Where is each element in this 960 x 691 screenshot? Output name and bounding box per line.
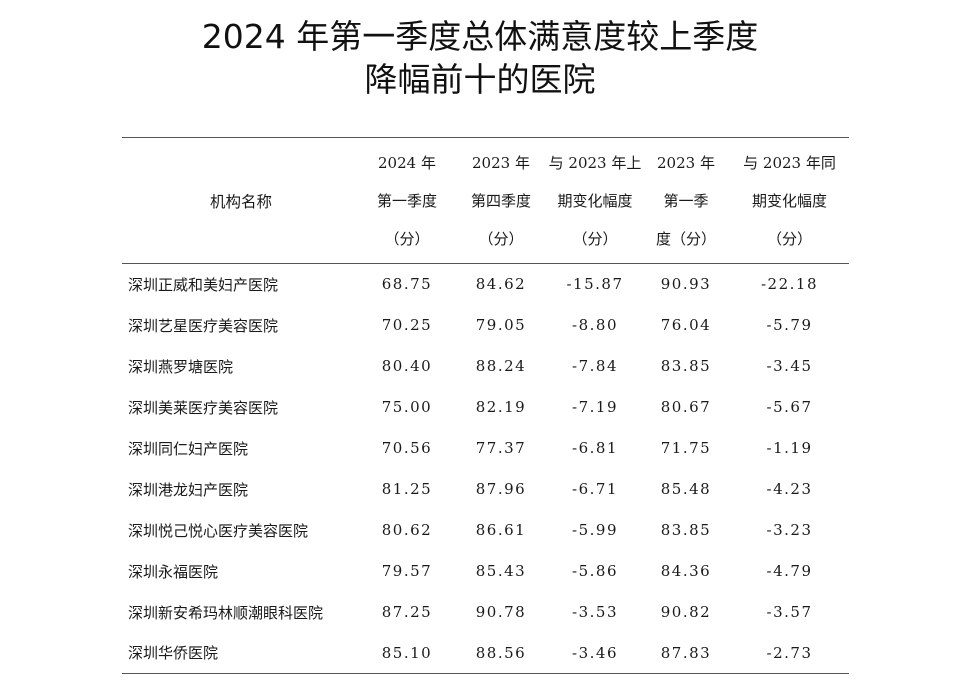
cell-q1-2023: 83.85 xyxy=(660,521,712,539)
header-q1-2023: 2023 年 第一季 度（分） xyxy=(642,138,730,264)
header-q4-2023: 2023 年 第四季度 （分） xyxy=(454,138,548,264)
cell-q1-2023: 71.75 xyxy=(660,439,712,457)
cell-change-yoy: -22.18 xyxy=(760,275,818,294)
cell-change-prev: -7.84 xyxy=(572,357,618,375)
header-line: 第四季度 xyxy=(470,191,531,210)
cell-q1-2023: 84.36 xyxy=(660,562,712,580)
table-row: 深圳燕罗塘医院 80.40 88.24 -7.84 83.85 -3.45 xyxy=(122,346,849,387)
cell-q1-2024: 70.25 xyxy=(381,316,433,334)
hospital-satisfaction-table: 机构名称 2024 年 第一季度 （分） 2023 年 第四季度 （分） 与 2… xyxy=(122,137,849,674)
cell-q1-2024: 70.56 xyxy=(381,439,433,457)
header-q1-2024: 2024 年 第一季度 （分） xyxy=(360,138,454,264)
header-line: 与 2023 年上 xyxy=(548,153,642,172)
cell-q4-2023: 85.43 xyxy=(475,562,527,580)
header-line: （分） xyxy=(572,229,618,248)
cell-q1-2023: 85.48 xyxy=(660,480,712,498)
table-row: 深圳华侨医院 85.10 88.56 -3.46 87.83 -2.73 xyxy=(122,633,849,674)
page-title-line-2: 降幅前十的医院 xyxy=(364,60,596,99)
table-row: 深圳正威和美妇产医院 68.75 84.62 -15.87 90.93 -22.… xyxy=(122,264,849,305)
cell-q1-2024: 75.00 xyxy=(381,398,433,416)
cell-q1-2024: 85.10 xyxy=(381,643,433,662)
page-title-line-1: 2024 年第一季度总体满意度较上季度 xyxy=(201,17,759,56)
table-row: 深圳同仁妇产医院 70.56 77.37 -6.81 71.75 -1.19 xyxy=(122,428,849,469)
cell-q4-2023: 90.78 xyxy=(475,603,527,621)
cell-q4-2023: 82.19 xyxy=(475,398,527,416)
cell-q4-2023: 88.56 xyxy=(475,643,527,662)
cell-q1-2023: 90.93 xyxy=(660,275,712,294)
table-row: 深圳悦己悦心医疗美容医院 80.62 86.61 -5.99 83.85 -3.… xyxy=(122,510,849,551)
header-change-year-over-year: 与 2023 年同 期变化幅度 （分） xyxy=(730,138,849,264)
cell-change-prev: -3.53 xyxy=(572,603,618,621)
header-line: （分） xyxy=(766,229,812,248)
cell-change-prev: -3.46 xyxy=(572,643,618,662)
cell-institution-name: 深圳港龙妇产医院 xyxy=(128,480,249,499)
cell-q4-2023: 86.61 xyxy=(475,521,527,539)
header-line: （分） xyxy=(478,229,524,248)
cell-change-yoy: -3.57 xyxy=(766,603,813,621)
cell-change-prev: -5.86 xyxy=(572,562,618,580)
cell-change-yoy: -3.23 xyxy=(766,521,813,539)
cell-change-prev: -5.99 xyxy=(572,521,618,539)
cell-q4-2023: 79.05 xyxy=(475,316,527,334)
table-header: 机构名称 2024 年 第一季度 （分） 2023 年 第四季度 （分） 与 2… xyxy=(122,137,849,264)
cell-q1-2024: 80.40 xyxy=(381,357,433,375)
cell-change-prev: -8.80 xyxy=(572,316,618,334)
header-row: 机构名称 2024 年 第一季度 （分） 2023 年 第四季度 （分） 与 2… xyxy=(122,138,849,264)
cell-change-yoy: -5.67 xyxy=(766,398,813,416)
header-line: 度（分） xyxy=(655,229,716,248)
cell-change-prev: -6.81 xyxy=(572,439,618,457)
cell-institution-name: 深圳燕罗塘医院 xyxy=(128,357,234,376)
cell-change-yoy: -3.45 xyxy=(766,357,813,375)
cell-q1-2023: 87.83 xyxy=(660,643,712,662)
header-line: 2023 年 xyxy=(657,153,715,172)
header-change-vs-previous-quarter: 与 2023 年上 期变化幅度 （分） xyxy=(548,138,642,264)
table-row: 深圳美莱医疗美容医院 75.00 82.19 -7.19 80.67 -5.67 xyxy=(122,387,849,428)
cell-institution-name: 深圳美莱医疗美容医院 xyxy=(128,398,279,417)
cell-q1-2023: 83.85 xyxy=(660,357,712,375)
cell-institution-name: 深圳正威和美妇产医院 xyxy=(128,275,279,294)
cell-q1-2024: 87.25 xyxy=(381,603,433,621)
cell-change-prev: -7.19 xyxy=(572,398,618,416)
header-line: 期变化幅度 xyxy=(557,191,633,210)
cell-q4-2023: 84.62 xyxy=(475,275,527,294)
table-row: 深圳永福医院 79.57 85.43 -5.86 84.36 -4.79 xyxy=(122,551,849,592)
header-line: 第一季 xyxy=(663,191,709,210)
header-line: 第一季度 xyxy=(376,191,437,210)
table-row: 深圳港龙妇产医院 81.25 87.96 -6.71 85.48 -4.23 xyxy=(122,469,849,510)
cell-q4-2023: 88.24 xyxy=(475,357,527,375)
header-line: （分） xyxy=(384,229,430,248)
cell-change-prev: -6.71 xyxy=(572,480,618,498)
cell-institution-name: 深圳永福医院 xyxy=(128,562,219,581)
cell-q1-2024: 80.62 xyxy=(381,521,433,539)
table-row: 深圳艺星医疗美容医院 70.25 79.05 -8.80 76.04 -5.79 xyxy=(122,305,849,346)
cell-change-prev: -15.87 xyxy=(566,275,624,294)
cell-institution-name: 深圳同仁妇产医院 xyxy=(128,439,249,458)
cell-q4-2023: 77.37 xyxy=(475,439,527,457)
table-row: 深圳新安希玛林顺潮眼科医院 87.25 90.78 -3.53 90.82 -3… xyxy=(122,592,849,633)
cell-change-yoy: -2.73 xyxy=(766,643,813,662)
header-line: 与 2023 年同 xyxy=(743,153,836,172)
cell-q1-2023: 80.67 xyxy=(660,398,712,416)
cell-q1-2024: 68.75 xyxy=(381,275,433,294)
header-line: 2024 年 xyxy=(378,153,436,172)
cell-institution-name: 深圳悦己悦心医疗美容医院 xyxy=(128,521,309,540)
header-institution-name: 机构名称 xyxy=(209,192,272,211)
cell-change-yoy: -5.79 xyxy=(766,316,813,334)
cell-q4-2023: 87.96 xyxy=(475,480,527,498)
cell-institution-name: 深圳华侨医院 xyxy=(128,644,219,663)
cell-q1-2023: 76.04 xyxy=(660,316,712,334)
cell-change-yoy: -4.79 xyxy=(766,562,813,580)
cell-q1-2024: 81.25 xyxy=(381,480,433,498)
table-body: 深圳正威和美妇产医院 68.75 84.62 -15.87 90.93 -22.… xyxy=(122,264,849,674)
cell-q1-2023: 90.82 xyxy=(660,603,712,621)
cell-institution-name: 深圳艺星医疗美容医院 xyxy=(128,316,279,335)
header-line: 期变化幅度 xyxy=(751,191,827,210)
header-line: 2023 年 xyxy=(472,153,530,172)
cell-change-yoy: -4.23 xyxy=(766,480,813,498)
cell-q1-2024: 79.57 xyxy=(381,562,433,580)
cell-change-yoy: -1.19 xyxy=(766,439,813,457)
cell-institution-name: 深圳新安希玛林顺潮眼科医院 xyxy=(128,603,324,622)
